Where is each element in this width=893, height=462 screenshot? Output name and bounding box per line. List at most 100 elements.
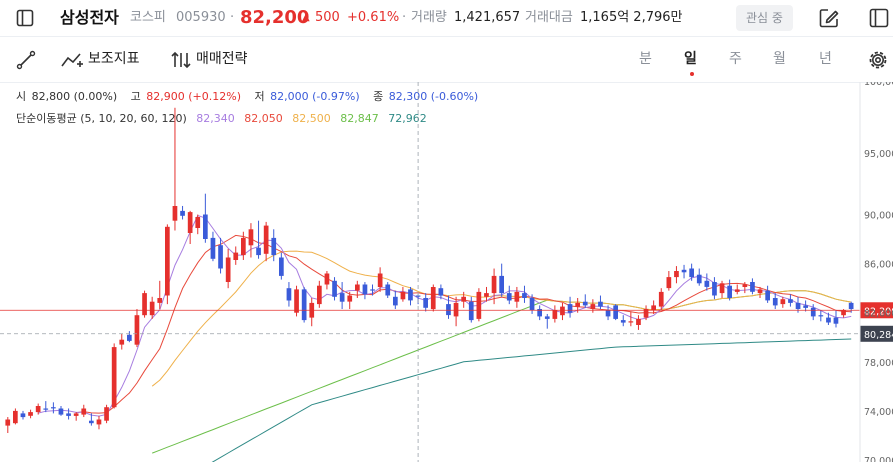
timeframe-minute[interactable]: 분 [639,51,652,67]
candle-down [180,210,185,216]
ma5-value: 82,340 [196,112,235,125]
candle-up [28,412,33,416]
candle-up [355,284,360,291]
ma60-value: 82,847 [340,112,379,125]
ma10-line [76,234,852,414]
active-timeframe-dot [690,72,694,76]
candle-down [370,289,375,291]
candle-down [51,407,56,409]
candle-up [119,339,125,345]
volume-label: 거래량 [411,10,447,25]
candle-down [286,288,292,301]
candle-up [476,291,482,319]
candle-up [734,289,740,292]
timeframe-day[interactable]: 일 [684,51,697,67]
candle-down [727,285,732,298]
candle-down [20,413,26,418]
ma60-line [152,290,852,454]
edit-icon[interactable] [818,7,840,29]
candle-up [514,291,520,302]
timeframe-year[interactable]: 년 [819,51,832,67]
candle-up [104,407,109,421]
high-label: 고 [130,90,141,103]
candle-down [66,413,71,416]
high-value: 82,900 (+0.12%) [146,90,241,103]
candle-down [848,302,854,309]
candle-up [13,410,18,424]
candle-up [453,302,459,317]
candle-up [636,318,641,325]
candle-up [317,285,322,305]
indicator-icon[interactable] [60,49,84,71]
ma5-line [38,214,852,417]
timeframe-month[interactable]: 월 [773,51,786,67]
settings-gear-icon[interactable] [866,48,890,72]
crosshair-price-label: 80,284 [864,330,893,341]
candle-down [210,237,216,259]
ma120-value: 72,962 [388,112,427,125]
candle-up [172,206,178,221]
candle-up [666,277,672,289]
separator-dot: · [230,10,235,25]
indicator-button[interactable]: 보조지표 [88,51,140,67]
sidebar-toggle-icon[interactable] [15,8,35,28]
price-chart[interactable]: 82,200 80,284 95,000 90,000 86,000 82,000 78,… [0,82,893,462]
candle-up [149,301,155,316]
candle-up [263,225,269,254]
candle-down [362,284,368,295]
candle-down [833,317,839,324]
trade-strategy-icon[interactable] [170,49,192,71]
y-tick-label: 100,000 [864,82,893,88]
trade-strategy-button[interactable]: 매매전략 [196,51,248,67]
candle-up [165,226,170,296]
candle-down [818,315,824,317]
candle-up [552,310,558,319]
candle-up [643,309,649,318]
candle-up [195,217,201,228]
candle-down [271,237,277,256]
timeframe-week[interactable]: 주 [729,51,742,67]
candle-up [491,275,497,294]
ma10-value: 82,050 [244,112,283,125]
candle-up [35,406,41,413]
candle-up [294,289,299,313]
candle-down [339,293,345,302]
candle-down [772,298,778,306]
candle-down [810,307,816,317]
candle-down [689,268,694,278]
y-tick-label: 86,000 [864,260,893,271]
chart-toolbar: 보조지표 매매전략 분 일 주 월 년 [0,37,893,83]
ma20-value: 82,500 [292,112,331,125]
panel-icon[interactable] [868,7,890,29]
candle-down [468,301,474,321]
candle-up [484,293,489,297]
candle-down [446,304,451,316]
candle-down [43,408,49,410]
candle-up [73,413,79,416]
candle-down [385,284,391,296]
candle-up [651,305,656,311]
candle-down [605,310,611,317]
candle-down [332,280,337,297]
candle-up [241,237,246,256]
candle-up [225,257,231,282]
candle-up [377,273,383,287]
candle-up [430,287,436,310]
line-draw-icon[interactable] [15,49,37,71]
candle-up [111,347,117,408]
candle-down [529,298,535,311]
candle-up [347,295,353,302]
price-change: 500 [315,10,340,25]
y-tick-label: 70,000 [864,456,893,462]
y-tick-label: 82,000 [864,309,893,320]
watch-button[interactable]: 관심 중 [736,5,793,31]
candle-up [674,271,679,278]
candle-down [567,304,573,313]
candle-down [89,420,94,424]
candle-down [279,257,284,276]
current-price-label: 82,200 [864,306,893,317]
candle-down [803,305,808,308]
candle-down [127,334,132,341]
separator-dot: · [402,10,407,25]
candle-down [408,289,413,301]
